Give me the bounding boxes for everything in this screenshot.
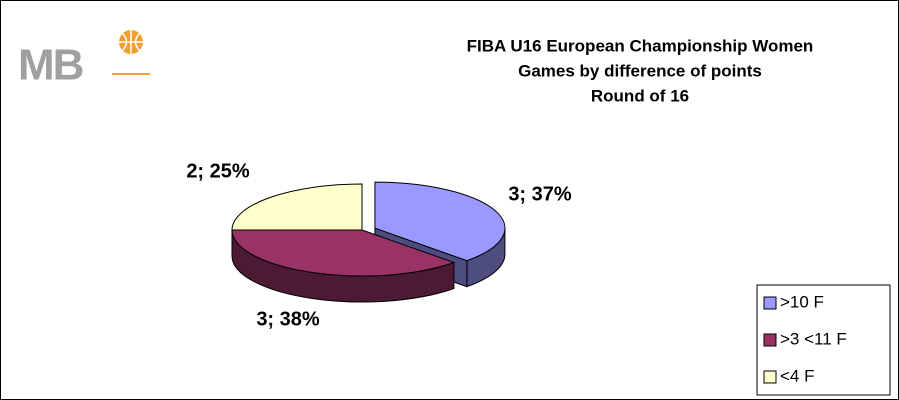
legend-swatch (763, 296, 777, 310)
legend-label: >3 <11 F (780, 329, 847, 348)
legend-label: >10 F (780, 292, 824, 311)
pie-slice (231, 183, 363, 231)
legend-swatch (763, 333, 777, 347)
logo-ball-lines (119, 30, 143, 54)
legend-swatch (763, 370, 777, 384)
data-label: 2; 25% (186, 160, 250, 182)
logo: MB (18, 30, 150, 90)
data-label: 3; 37% (508, 183, 572, 205)
legend-box (756, 284, 891, 396)
data-label: 3; 38% (256, 308, 320, 330)
pie-tops (231, 181, 506, 277)
legend-label: <4 F (780, 366, 815, 385)
legend: >10 F >3 <11 F <4 F (756, 284, 891, 396)
logo-text: MB (18, 41, 83, 90)
pie-slice (231, 229, 456, 277)
pie-slice (374, 181, 506, 262)
chart-title: FIBA U16 European Championship Women (467, 36, 814, 55)
chart-title: Games by difference of points (518, 61, 762, 80)
chart-title: Round of 16 (591, 86, 689, 105)
